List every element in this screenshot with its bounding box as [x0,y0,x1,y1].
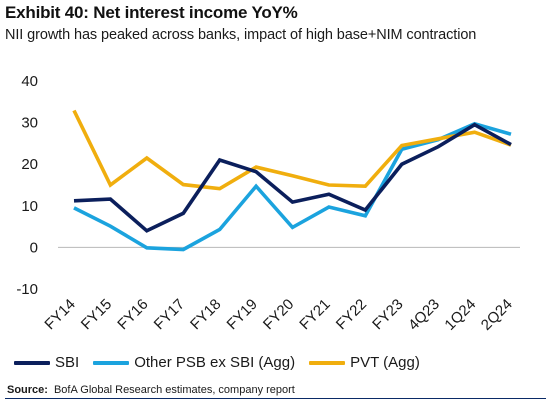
x-tick-label: 1Q24 [441,296,479,334]
chart-title: Exhibit 40: Net interest income YoY% [5,3,298,22]
x-tick-label: FY22 [333,296,370,333]
x-tick-label: FY19 [224,296,261,333]
y-tick-label: 0 [30,239,38,256]
legend: SBI Other PSB ex SBI (Agg) PVT (Agg) [14,354,434,371]
legend-item: Other PSB ex SBI (Agg) [93,354,295,371]
y-tick-label: 30 [21,115,38,132]
x-axis: FY14 FY15 FY16 FY17 FY18 FY19 FY20 FY21 FY22 FY23… [41,296,515,334]
x-tick-label: 2Q24 [478,296,516,334]
series-layer [72,109,512,252]
legend-item: PVT (Agg) [309,354,420,371]
y-axis: -10 0 10 20 30 40 [16,73,38,298]
source-text: BofA Global Research estimates, company … [53,384,295,396]
y-tick-label: -10 [16,281,38,298]
legend-label: Other PSB ex SBI (Agg) [134,354,296,371]
source-label: Source: [7,384,48,396]
chart-subtitle: NII growth has peaked across banks, impa… [5,27,477,43]
y-tick-label: 20 [21,156,38,173]
legend-label: SBI [55,354,80,371]
legend-item: SBI [14,354,79,371]
x-tick-label: FY18 [187,296,224,333]
legend-label: PVT (Agg) [350,354,420,371]
legend-swatch [93,360,130,365]
x-tick-label: FY21 [296,296,333,333]
series-line-sbi [73,122,512,233]
x-tick-label: FY23 [369,296,406,333]
legend-swatch [309,360,346,365]
y-tick-label: 40 [21,73,38,90]
x-tick-label: FY20 [260,296,297,333]
x-tick-label: FY15 [78,296,115,333]
bottom-divider [5,398,546,399]
source-note: Source: BofA Global Research estimates, c… [7,384,295,396]
x-tick-label: FY16 [114,296,151,333]
series-line-pvt-agg [72,109,512,191]
x-tick-label: FY17 [151,296,188,333]
y-tick-label: 10 [21,198,38,215]
legend-swatch [14,360,50,365]
x-tick-label: FY14 [41,296,78,333]
x-tick-label: 4Q23 [405,296,443,334]
